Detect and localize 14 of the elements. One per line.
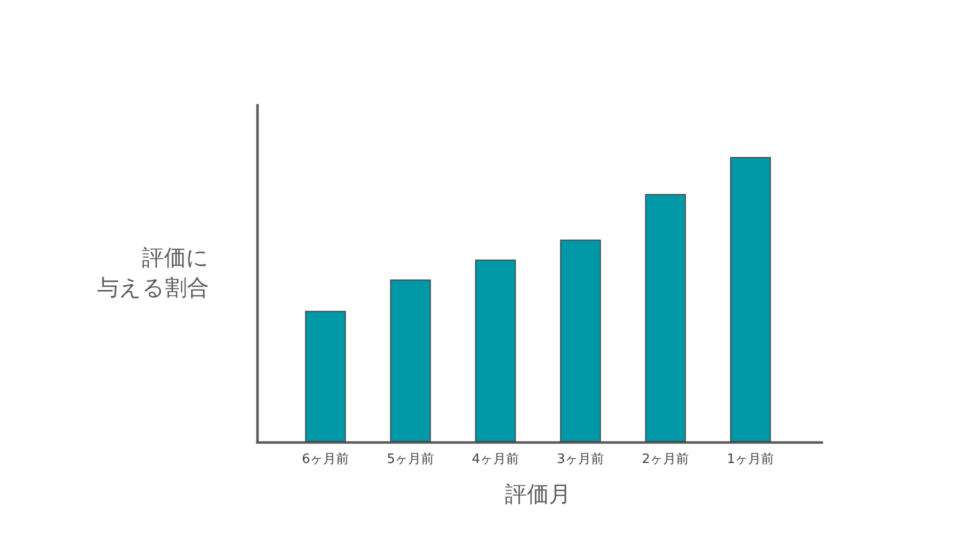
x-tick-label: 1ヶ月前	[726, 452, 774, 467]
bar	[730, 157, 771, 442]
x-axis-title: 評価月	[505, 482, 571, 508]
x-tick-label: 4ヶ月前	[472, 452, 520, 467]
x-tick-label: 6ヶ月前	[302, 452, 350, 467]
x-tick-label: 5ヶ月前	[386, 452, 434, 467]
x-tick-label: 2ヶ月前	[642, 452, 690, 467]
bar	[560, 240, 601, 442]
bar	[475, 260, 516, 442]
bar	[390, 280, 431, 442]
bar	[305, 310, 346, 442]
x-tick-label: 3ヶ月前	[556, 452, 604, 467]
bar	[645, 194, 686, 442]
y-axis-title: 評価に与える割合	[97, 246, 209, 301]
